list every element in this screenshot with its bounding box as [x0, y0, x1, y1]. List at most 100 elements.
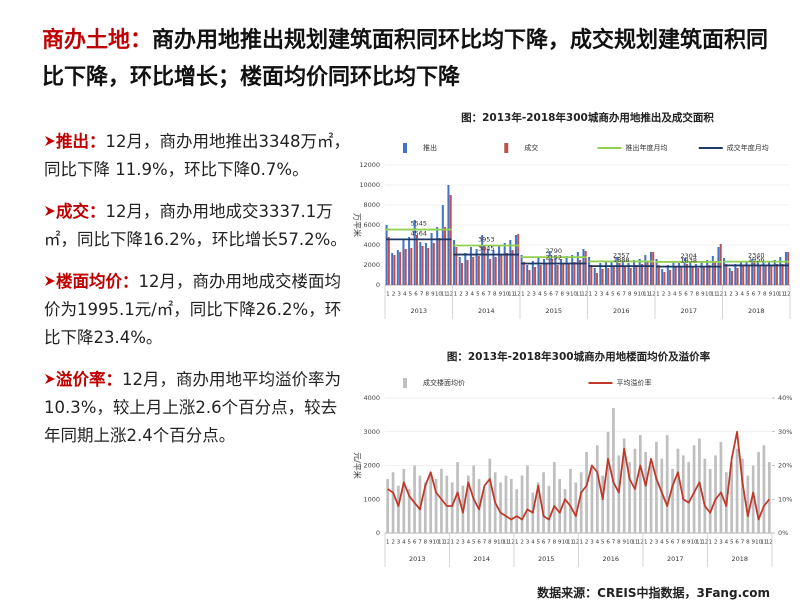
x-tick-label: 4	[660, 540, 664, 546]
x-tick-label: 9	[769, 292, 773, 298]
average-label: 2152	[545, 253, 562, 261]
bar	[708, 468, 712, 533]
bar	[531, 261, 534, 285]
bar	[657, 265, 660, 285]
bar	[741, 458, 744, 533]
x-tick-label: 2	[594, 292, 598, 298]
bar	[458, 257, 461, 285]
bar	[559, 259, 562, 285]
bar	[652, 252, 655, 285]
x-tick-label: 3	[397, 540, 401, 546]
legend-label: 平均溢价率	[617, 378, 652, 387]
bar	[499, 482, 502, 533]
x-group-label: 2015	[545, 307, 562, 315]
bar	[666, 265, 669, 285]
x-tick-label: 3	[590, 540, 594, 546]
y2-tick-label: 0%	[778, 529, 788, 537]
x-tick-label: 8	[763, 292, 767, 298]
bar	[391, 253, 394, 285]
bar	[649, 465, 653, 533]
bar	[655, 441, 658, 533]
bar	[391, 472, 395, 533]
bar	[728, 268, 731, 285]
x-tick-label: 1	[644, 540, 648, 546]
x-group-label: 2016	[602, 555, 619, 563]
bullet-text: 12月，商办用地成交楼面均价为1995.1元/㎡，同比下降26.2%，环比下降2…	[44, 272, 342, 347]
bar	[676, 448, 680, 533]
x-tick-label: 10	[435, 292, 442, 298]
bar	[539, 265, 542, 285]
bar	[514, 235, 517, 285]
bar	[739, 262, 742, 285]
bar	[511, 250, 514, 285]
x-tick-label: 7	[547, 540, 551, 546]
source: 数据来源：CREIS中指数据，3Fang.com	[537, 586, 770, 600]
chart-title: 图：2013年-2018年300城商办用地推出及成交面积	[461, 111, 714, 124]
bar	[500, 255, 503, 285]
bar	[464, 253, 467, 285]
x-tick-label: 6	[606, 540, 610, 546]
bar	[746, 475, 750, 533]
x-tick-label: 5	[409, 292, 413, 298]
legend-label: 成交楼面均价	[423, 378, 465, 387]
x-tick-label: 4	[467, 540, 471, 546]
bar	[432, 243, 435, 285]
y-tick-label: 0	[376, 529, 380, 537]
bullet: 推出：12月，商办用地推出3348万㎡，同比下降 11.9%，环比下降0.7%。	[40, 128, 350, 184]
bullet-arrow	[45, 374, 55, 384]
average-label: 2357	[613, 251, 630, 259]
x-tick-label: 10	[562, 540, 569, 546]
bar	[567, 263, 570, 285]
x-tick-label: 7	[741, 540, 745, 546]
bar	[612, 267, 615, 285]
bar	[488, 458, 492, 533]
bar	[751, 465, 755, 533]
bar	[520, 255, 523, 285]
bar	[638, 259, 641, 285]
x-tick-label: 10	[502, 292, 509, 298]
x-tick-label: 12	[514, 292, 521, 298]
x-tick-label: 1	[386, 292, 390, 298]
y-tick-label: 0	[376, 281, 380, 289]
x-tick-label: 1	[386, 540, 390, 546]
x-tick-label: 9	[622, 540, 626, 546]
bar	[522, 262, 525, 285]
bar	[640, 264, 643, 285]
bar	[550, 259, 553, 285]
x-tick-label: 2	[585, 540, 589, 546]
x-tick-label: 6	[549, 292, 553, 298]
title-text: 商办用地推出规划建筑面积同环比均下降，成交规划建筑面积同比下降，环比增长；楼面均…	[42, 28, 769, 90]
bar	[447, 185, 450, 285]
bar	[736, 268, 739, 285]
bar	[440, 468, 443, 533]
x-tick-label: 9	[499, 292, 503, 298]
bar	[579, 472, 583, 533]
bar	[410, 248, 413, 285]
bar	[764, 265, 767, 285]
x-tick-label: 2	[729, 292, 733, 298]
bar	[573, 262, 576, 285]
x-tick-label: 6	[752, 292, 756, 298]
bar	[719, 441, 723, 533]
bar	[434, 479, 438, 533]
x-tick-label: 3	[397, 292, 401, 298]
bullet: 溢价率：12月，商办用地平均溢价率为10.3%，较上月上涨2.6个百分点，较去年…	[40, 366, 350, 450]
bar	[552, 462, 556, 533]
bullet: 成交：12月，商办用地成交3337.1万㎡，同比下降16.2%，环比增长57.2…	[40, 198, 350, 254]
legend-swatch	[403, 378, 407, 388]
bar	[627, 263, 630, 285]
bar	[387, 237, 390, 285]
bar	[584, 251, 587, 285]
bar	[386, 479, 390, 533]
bar	[472, 257, 475, 285]
x-tick-label: 8	[493, 292, 497, 298]
bar	[562, 264, 565, 285]
x-tick-label: 4	[725, 540, 729, 546]
x-tick-label: 9	[701, 292, 705, 298]
bar	[421, 246, 424, 285]
legend-label: 推出	[423, 143, 437, 152]
x-tick-label: 12	[766, 540, 773, 546]
bar	[599, 263, 602, 285]
bar	[751, 259, 754, 285]
bar	[492, 250, 495, 285]
